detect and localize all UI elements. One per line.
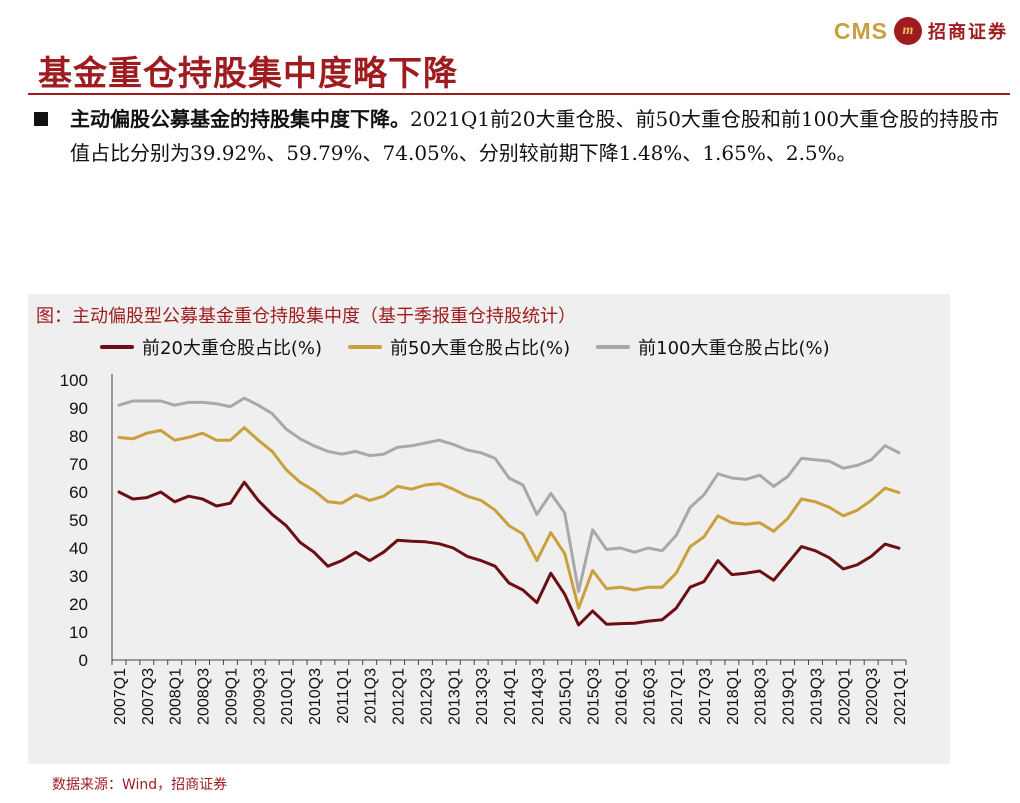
y-tick-label: 80: [69, 427, 88, 446]
y-tick-label: 90: [69, 399, 88, 418]
legend-item-top100: 前100大重仓股占比(%): [596, 334, 830, 360]
x-tick-label: 2011Q1: [335, 668, 352, 724]
legend-swatch-top50: [348, 345, 383, 349]
x-tick-label: 2007Q3: [140, 668, 157, 725]
x-tick-label: 2019Q1: [781, 668, 798, 725]
x-tick-label: 2012Q3: [418, 668, 435, 725]
x-tick-label: 2015Q1: [558, 668, 575, 725]
y-tick-label: 60: [69, 483, 88, 502]
y-tick-label: 70: [69, 455, 88, 474]
y-tick-label: 20: [69, 595, 88, 614]
x-tick-label: 2013Q1: [446, 668, 463, 725]
page-title: 基金重仓持股集中度略下降: [38, 54, 458, 94]
bullet-point: 主动偏股公募基金的持股集中度下降。2021Q1前20大重仓股、前50大重仓股和前…: [30, 102, 1000, 170]
x-tick-label: 2018Q3: [753, 668, 770, 725]
chart-caption: 图：主动偏股型公募基金重仓持股集中度（基于季报重仓持股统计）: [36, 306, 576, 327]
legend-label-top20: 前20大重仓股占比(%): [142, 338, 323, 359]
series-line-top100: [117, 396, 901, 593]
x-tick-label: 2011Q3: [363, 668, 380, 724]
y-tick-label: 50: [69, 511, 88, 530]
legend-swatch-top100: [596, 345, 631, 349]
x-tick-label: 2015Q3: [586, 668, 603, 725]
x-tick-label: 2017Q1: [669, 668, 686, 725]
brand-logo: CMS m 招商证券: [834, 16, 1008, 46]
brand-name: 招商证券: [928, 22, 1008, 43]
x-tick-label: 2010Q1: [279, 668, 296, 725]
y-tick-label: 100: [60, 371, 88, 390]
x-tick-label: 2008Q3: [196, 668, 213, 725]
source-note: 数据来源：Wind，招商证券: [52, 777, 228, 793]
series-line-top50: [117, 426, 901, 610]
y-tick-label: 0: [79, 651, 88, 670]
x-tick-label: 2016Q1: [613, 668, 630, 725]
brand-cms-text: CMS: [833, 17, 888, 44]
x-tick-label: 2012Q1: [391, 668, 408, 725]
x-tick-label: 2013Q3: [474, 668, 491, 725]
x-tick-label: 2010Q3: [307, 668, 324, 725]
bullet-square-icon: [34, 112, 48, 126]
x-tick-label: 2009Q3: [251, 668, 268, 725]
y-tick-label: 30: [69, 567, 88, 586]
legend-label-top100: 前100大重仓股占比(%): [638, 338, 830, 359]
x-tick-label: 2020Q1: [836, 668, 853, 725]
bullet-text: 主动偏股公募基金的持股集中度下降。2021Q1前20大重仓股、前50大重仓股和前…: [70, 102, 1000, 170]
x-tick-label: 2014Q1: [502, 668, 519, 725]
legend-swatch-top20: [100, 345, 134, 349]
x-tick-label: 2008Q1: [168, 668, 185, 725]
x-tick-label: 2021Q1: [892, 668, 909, 725]
legend-label-top50: 前50大重仓股占比(%): [390, 338, 571, 359]
y-tick-label: 10: [69, 623, 88, 642]
x-tick-label: 2016Q3: [641, 668, 658, 725]
x-tick-label: 2018Q1: [725, 668, 742, 725]
x-tick-label: 2017Q3: [697, 668, 714, 725]
brand-emblem-icon: m: [894, 17, 922, 45]
x-tick-label: 2020Q3: [864, 668, 881, 725]
chart-panel: 0 10 20 30 40 50 60 70 80 90 100 2007Q1 2007Q3 2008Q1…: [28, 294, 950, 764]
legend-item-top50: 前50大重仓股占比(%): [348, 334, 570, 360]
x-tick-label: 2009Q1: [223, 668, 240, 725]
title-divider: [28, 93, 1010, 95]
legend-item-top20: 前20大重仓股占比(%): [100, 334, 322, 360]
y-tick-label: 40: [69, 539, 88, 558]
chart-legend: 前20大重仓股占比(%) 前50大重仓股占比(%) 前100大重仓股占比(%): [100, 334, 830, 360]
x-tick-label: 2007Q1: [112, 668, 129, 725]
x-tick-label: 2014Q3: [530, 668, 547, 725]
bullet-body: 2021Q1前20大重仓股、前50大重仓股和前100大重仓股的持股市值占比分别为…: [70, 107, 1000, 165]
x-tick-label: 2019Q3: [808, 668, 825, 725]
line-chart: 0 10 20 30 40 50 60 70 80 90 100 2007Q1 2007Q3 2008Q1…: [60, 371, 909, 725]
bullet-lead: 主动偏股公募基金的持股集中度下降。: [70, 107, 410, 131]
series-line-top20: [117, 480, 901, 627]
